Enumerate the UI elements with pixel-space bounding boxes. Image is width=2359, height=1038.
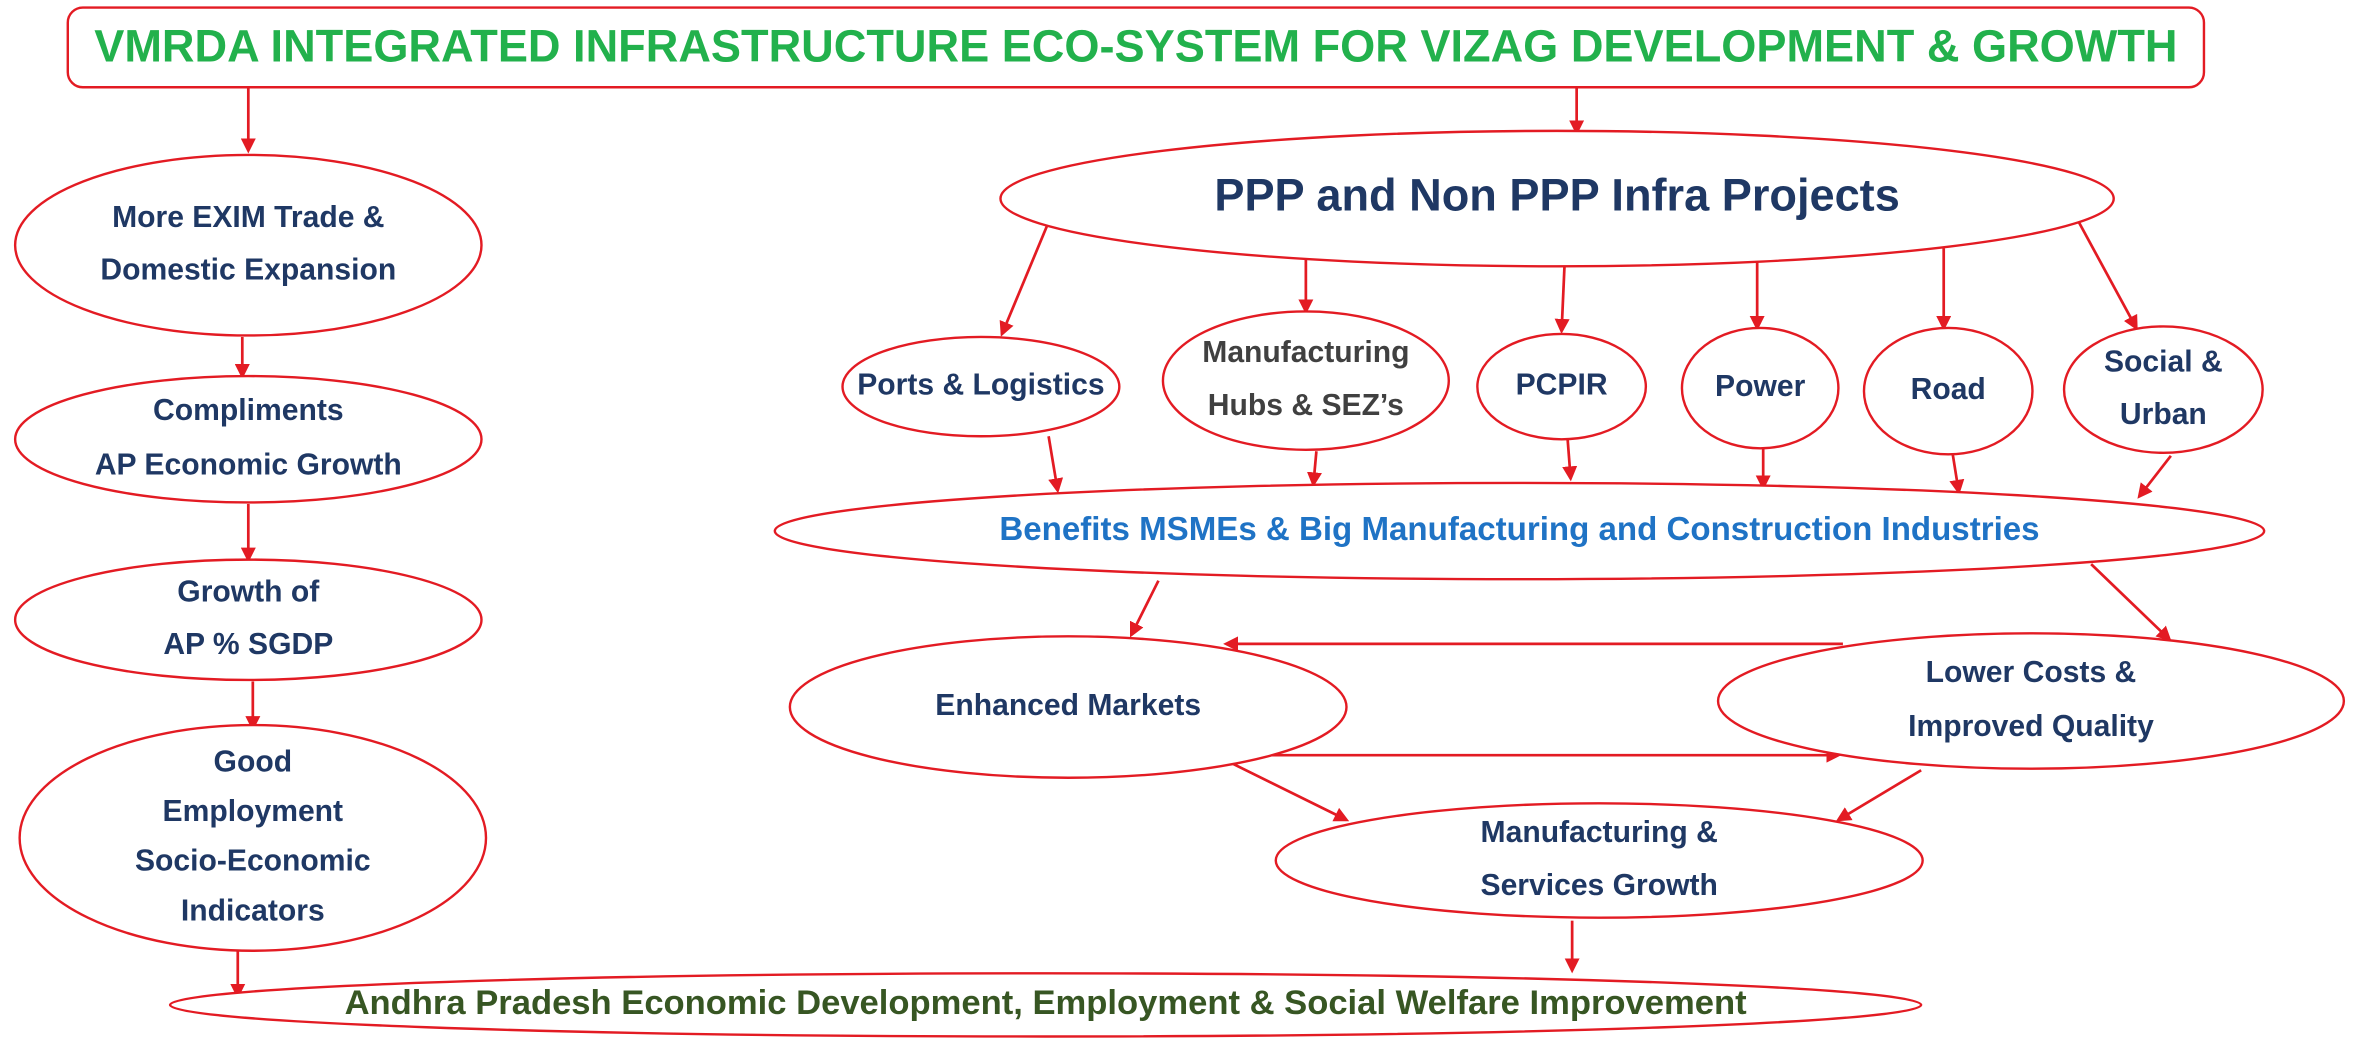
node-label: Good bbox=[214, 745, 293, 778]
node-label: Andhra Pradesh Economic Development, Emp… bbox=[345, 984, 1748, 1022]
node-ellipse bbox=[18, 723, 488, 952]
node: Good Employment Socio-Economic Indicators bbox=[18, 723, 488, 952]
node: Ports & Logistics bbox=[841, 335, 1121, 438]
node: Power bbox=[1680, 326, 1840, 450]
node: More EXIM Trade & Domestic Expansion bbox=[13, 153, 483, 337]
node: Lower Costs & Improved Quality bbox=[1716, 632, 2346, 770]
node-label: Benefits MSMEs & Big Manufacturing and C… bbox=[999, 511, 2039, 548]
node-label: Domestic Expansion bbox=[100, 253, 396, 286]
arrow bbox=[2137, 454, 2172, 499]
node-label: Ports & Logistics bbox=[857, 369, 1104, 402]
node-label: AP Economic Growth bbox=[95, 448, 402, 481]
node: Growth of AP % SGDP bbox=[13, 558, 483, 682]
node-label: Hubs & SEZ’s bbox=[1208, 389, 1404, 422]
node-label: Enhanced Markets bbox=[935, 689, 1201, 722]
arrow bbox=[1835, 769, 1922, 822]
node: Enhanced Markets bbox=[788, 635, 1348, 779]
node-ellipse bbox=[841, 335, 1121, 438]
arrow bbox=[2077, 221, 2138, 331]
arrow bbox=[1230, 761, 1350, 822]
node-label: Growth of bbox=[177, 575, 320, 608]
node-ellipse bbox=[788, 635, 1348, 779]
node-ellipse bbox=[773, 481, 2266, 581]
node: Road bbox=[1862, 326, 2034, 456]
arrow bbox=[1047, 436, 1064, 494]
node-label: More EXIM Trade & bbox=[112, 201, 384, 234]
node-ellipse bbox=[13, 153, 483, 337]
node-label: Services Growth bbox=[1481, 869, 1718, 902]
title-box bbox=[66, 6, 2206, 89]
node-label: Manufacturing & bbox=[1481, 816, 1718, 849]
node-label: Lower Costs & bbox=[1926, 656, 2137, 689]
node-ellipse bbox=[2062, 325, 2264, 455]
node-label: Improved Quality bbox=[1908, 710, 2154, 743]
arrow bbox=[2090, 563, 2172, 642]
node-label: PPP and Non PPP Infra Projects bbox=[1214, 169, 1899, 220]
node-ellipse bbox=[1716, 632, 2346, 770]
node-ellipse bbox=[1476, 332, 1648, 441]
node-label: Road bbox=[1911, 373, 1986, 406]
arrow bbox=[1130, 580, 1160, 638]
node-label: PCPIR bbox=[1516, 369, 1608, 402]
node-label: Employment bbox=[163, 795, 344, 828]
title: VMRDA INTEGRATED INFRASTRUCTURE ECO-SYST… bbox=[94, 21, 2177, 72]
arrows bbox=[230, 87, 2172, 999]
node-ellipse bbox=[1680, 326, 1840, 450]
arrow bbox=[1949, 454, 1965, 495]
node-ellipse bbox=[999, 129, 2115, 268]
node: PPP and Non PPP Infra Projects bbox=[999, 129, 2115, 268]
arrow bbox=[1306, 451, 1322, 488]
node-ellipse bbox=[13, 558, 483, 682]
node-label: Indicators bbox=[181, 894, 325, 927]
node-label: Socio-Economic bbox=[135, 845, 371, 878]
node-label: AP % SGDP bbox=[163, 628, 333, 661]
nodes: More EXIM Trade & Domestic Expansion Compl… bbox=[13, 129, 2346, 1038]
node: Social & Urban bbox=[2062, 325, 2264, 455]
node: Benefits MSMEs & Big Manufacturing and C… bbox=[773, 481, 2266, 581]
node-label: Social & bbox=[2104, 345, 2223, 378]
node: Andhra Pradesh Economic Development, Emp… bbox=[168, 972, 1923, 1038]
node: Compliments AP Economic Growth bbox=[13, 374, 483, 504]
arrow bbox=[999, 225, 1049, 337]
node-ellipse bbox=[168, 972, 1923, 1038]
node: Manufacturing Hubs & SEZ’s bbox=[1161, 310, 1450, 452]
node-ellipse bbox=[1274, 802, 1924, 919]
arrow bbox=[1554, 263, 1570, 334]
node-ellipse bbox=[1161, 310, 1450, 452]
node-label: Urban bbox=[2120, 398, 2207, 431]
node-ellipse bbox=[1862, 326, 2034, 456]
node-label: Power bbox=[1715, 370, 1806, 403]
node: PCPIR bbox=[1476, 332, 1648, 441]
arrow bbox=[1562, 439, 1578, 482]
node-label: Manufacturing bbox=[1202, 336, 1409, 369]
node-label: Compliments bbox=[153, 394, 344, 427]
node: Manufacturing & Services Growth bbox=[1274, 802, 1924, 919]
node-ellipse bbox=[13, 374, 483, 504]
